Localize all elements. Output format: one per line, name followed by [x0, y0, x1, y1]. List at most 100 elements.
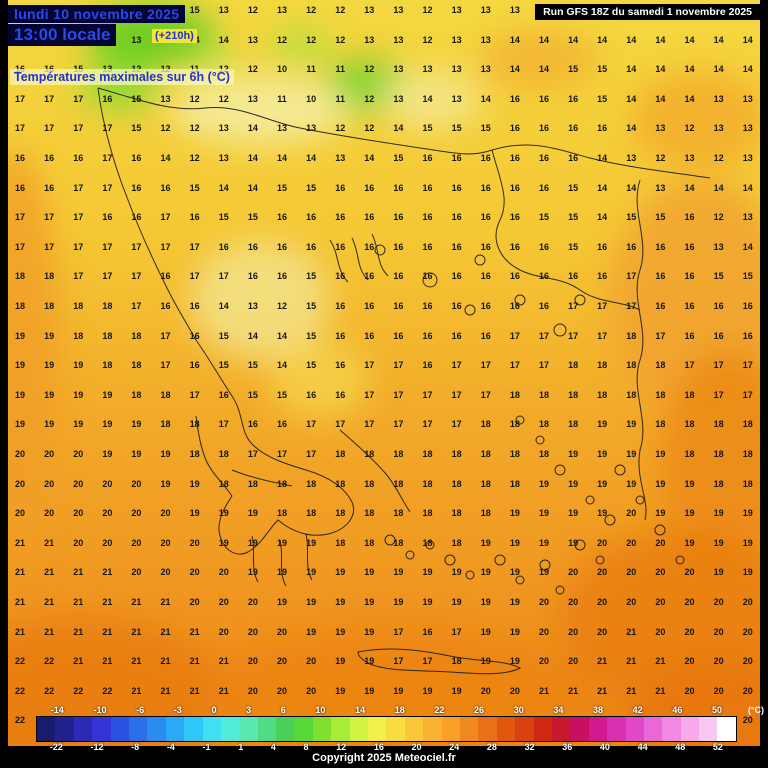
colorbar-tick-label: 18: [394, 705, 405, 715]
temp-value: 14: [626, 34, 637, 45]
colorbar-segment: [184, 717, 203, 741]
temp-value: 18: [218, 478, 229, 489]
temp-value: 21: [73, 597, 84, 607]
temp-value: 22: [14, 656, 25, 667]
temp-row: 19 19 19 19 19 18 18 17 16 16 17 17 17 17 17 17 18 18 18 18…: [8, 418, 760, 430]
temp-value: 18: [364, 449, 375, 459]
temp-value: 14: [626, 182, 637, 193]
temp-value: 20: [160, 508, 171, 519]
temp-value: 20: [218, 626, 229, 637]
copyright-text: Copyright 2025 Meteociel.fr: [312, 752, 456, 764]
colorbar-tick-label: 48: [675, 742, 686, 752]
temp-value: 19: [568, 449, 579, 459]
temp-value: 19: [538, 508, 549, 519]
temp-value: 21: [73, 567, 84, 578]
temp-value: 16: [742, 330, 753, 341]
temp-value: 19: [655, 508, 666, 519]
temp-value: 17: [73, 241, 84, 252]
temp-value: 14: [684, 64, 695, 75]
temp-value: 15: [306, 182, 317, 193]
temp-value: 20: [14, 449, 25, 459]
temp-value: 16: [568, 93, 579, 104]
temp-value: 14: [713, 182, 724, 193]
temp-row: 21 21 21 21 21 21 20 20 20 19 19 19 19 19 19 19 19 19 20 20…: [8, 596, 760, 608]
temp-value: 18: [713, 478, 724, 489]
temp-row: 1212131313141414131212121313121313141414…: [8, 34, 760, 46]
temp-value: 19: [597, 449, 608, 459]
temp-value: 16: [684, 271, 695, 282]
temp-value: 16: [509, 271, 520, 282]
temp-value: 14: [597, 153, 608, 163]
temp-value: 20: [131, 478, 142, 489]
temp-value: 19: [538, 567, 549, 578]
temp-value: 19: [597, 478, 608, 489]
temp-value: 15: [480, 123, 491, 134]
temp-value: 18: [451, 478, 462, 489]
temp-value: 16: [684, 212, 695, 223]
temp-value: 18: [422, 449, 433, 459]
temp-value: 13: [480, 64, 491, 75]
temp-value: 14: [713, 64, 724, 75]
temp-value: 18: [626, 360, 637, 371]
temp-value: 18: [713, 449, 724, 459]
temp-value: 17: [742, 360, 753, 371]
temp-value: 17: [14, 93, 25, 104]
temp-value: 17: [131, 241, 142, 252]
temp-value: 17: [44, 212, 55, 223]
temp-value: 19: [276, 597, 287, 607]
temp-value: 22: [44, 656, 55, 667]
temp-value: 15: [247, 389, 258, 400]
temp-value: 16: [393, 182, 404, 193]
temp-value: 16: [451, 301, 462, 311]
temp-value: 17: [73, 93, 84, 104]
temp-value: 20: [597, 567, 608, 578]
temp-value: 18: [655, 419, 666, 430]
temp-value: 18: [742, 419, 753, 430]
temp-value: 20: [189, 567, 200, 578]
temp-value: 18: [102, 330, 113, 341]
temp-value: 20: [480, 685, 491, 696]
colorbar-unit-label: (°C): [747, 705, 764, 715]
temp-value: 19: [14, 419, 25, 430]
forecast-date: lundi 10 novembre 2025: [8, 5, 186, 23]
temp-value: 20: [742, 685, 753, 696]
temp-value: 18: [480, 419, 491, 430]
temp-value: 17: [160, 241, 171, 252]
temp-value: 10: [276, 64, 287, 75]
temp-value: 21: [189, 685, 200, 696]
temp-value: 18: [684, 449, 695, 459]
temp-value: 16: [247, 241, 258, 252]
temp-value: 14: [509, 34, 520, 45]
model-run-info: Run GFS 18Z du samedi 1 novembre 2025: [535, 4, 760, 20]
forecast-time: 13:00 locale: [8, 24, 117, 46]
temp-value: 15: [568, 212, 579, 223]
temp-value: 14: [538, 34, 549, 45]
temp-value: 21: [189, 656, 200, 667]
temp-value: 14: [247, 153, 258, 163]
temp-value: 19: [626, 449, 637, 459]
temp-value: 21: [44, 626, 55, 637]
temp-value: 18: [451, 508, 462, 519]
colorbar-segment: [73, 717, 93, 741]
temp-value: 21: [44, 597, 55, 607]
temp-value: 16: [364, 241, 375, 252]
colorbar-segment: [588, 717, 608, 741]
temp-value: 21: [44, 567, 55, 578]
colorbar-tick-label: -10: [93, 705, 107, 715]
temp-row: 22 22 22 22 21 21 21 21 20 20 20 19 19 19 19 19 20 20 21 21…: [8, 685, 760, 697]
temp-value: 18: [276, 508, 287, 519]
temp-value: 17: [189, 389, 200, 400]
temp-value: 17: [597, 330, 608, 341]
temp-value: 15: [597, 93, 608, 104]
temp-value: 22: [102, 685, 113, 696]
temp-value: 18: [509, 389, 520, 400]
temp-value: 19: [160, 449, 171, 459]
colorbar-tick-label: 46: [672, 705, 683, 715]
colorbar-gradient: [36, 716, 737, 742]
temp-value: 19: [364, 567, 375, 578]
temp-value: 13: [713, 241, 724, 252]
temp-value: 14: [364, 153, 375, 163]
temp-value: 16: [422, 212, 433, 223]
temperature-shading: [0, 5, 768, 768]
